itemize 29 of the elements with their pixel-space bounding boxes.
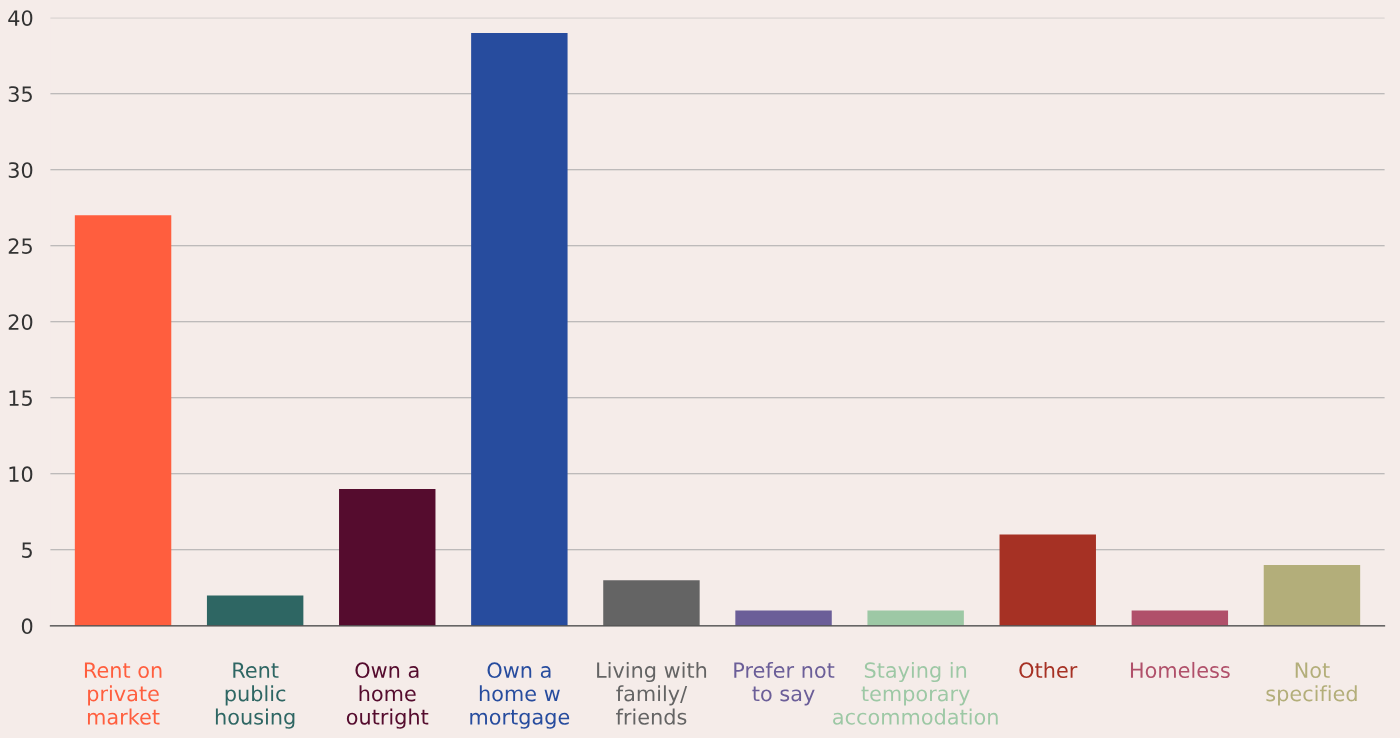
bar (206, 595, 304, 626)
x-tick-label: Living with family/ friends (597, 661, 707, 725)
bar (74, 215, 172, 626)
x-tick-label: Own a home w mortgage (470, 662, 570, 729)
bar (1263, 565, 1361, 626)
y-tick-label: 15 (9, 390, 32, 406)
x-tick-label: Rent public housing (215, 662, 295, 729)
y-tick-label: 0 (21, 618, 33, 635)
y-tick-label: 10 (9, 466, 33, 483)
bar (867, 610, 964, 626)
bar (999, 534, 1096, 626)
x-tick-label: Rent on private market (84, 662, 162, 725)
y-tick-label: 40 (8, 10, 33, 26)
y-tick-label: 5 (22, 542, 32, 559)
y-tick-label: 30 (8, 162, 33, 178)
y-tick-label: 25 (8, 238, 32, 254)
x-tick-label: Prefer not to say (734, 661, 835, 706)
bar (339, 489, 436, 626)
x-tick-label: Own a home outright (346, 662, 429, 729)
bar (1131, 610, 1229, 626)
x-tick-label: Staying in temporary accommodation (833, 661, 998, 725)
x-tick-label: Not specified (1266, 662, 1357, 706)
x-tick-label: Homeless (1130, 661, 1230, 679)
bar (603, 580, 700, 626)
y-tick-label: 35 (8, 86, 32, 102)
bar (735, 610, 832, 626)
x-tick-label: Other (1019, 661, 1078, 679)
bar (471, 32, 568, 626)
y-tick-label: 20 (8, 314, 33, 330)
